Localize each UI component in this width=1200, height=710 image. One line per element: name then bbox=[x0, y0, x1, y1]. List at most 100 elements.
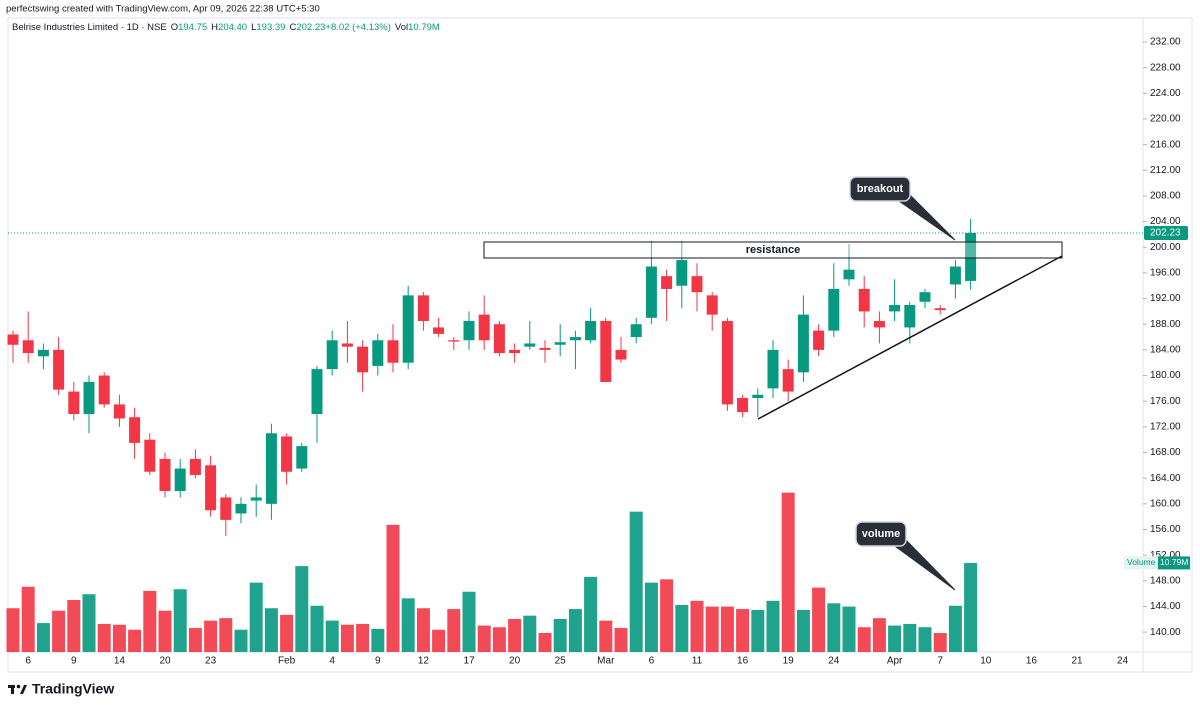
x-tick-label: 14 bbox=[114, 656, 126, 667]
y-tick-label: 216.00 bbox=[1150, 139, 1181, 150]
candle-body bbox=[813, 330, 825, 350]
candle-body bbox=[843, 269, 855, 280]
y-tick-label: 164.00 bbox=[1150, 473, 1181, 484]
x-tick-label: 6 bbox=[25, 656, 31, 667]
legend-label: H bbox=[211, 22, 218, 33]
legend-value: 10.79M bbox=[408, 22, 440, 33]
y-tick-label: 224.00 bbox=[1150, 88, 1181, 99]
volume-bar bbox=[690, 600, 704, 652]
y-tick-label: 204.00 bbox=[1150, 216, 1181, 227]
volume-bar bbox=[21, 586, 35, 652]
x-tick-label: 23 bbox=[205, 656, 217, 667]
candle-body bbox=[661, 276, 673, 289]
volume-bar bbox=[644, 582, 658, 652]
x-tick-label: 4 bbox=[329, 656, 335, 667]
candle-body bbox=[357, 346, 369, 373]
candle-body bbox=[767, 349, 779, 389]
x-tick-label: 19 bbox=[783, 656, 795, 667]
candle-body bbox=[402, 295, 414, 363]
candle-body bbox=[721, 321, 733, 405]
candle-body bbox=[782, 369, 794, 392]
candle-body bbox=[144, 439, 156, 472]
breakout-callout bbox=[849, 176, 911, 202]
volume-bar bbox=[857, 627, 871, 652]
logo-part bbox=[20, 685, 27, 694]
volume-bar bbox=[128, 629, 142, 652]
logo-part bbox=[11, 685, 14, 694]
candle-body bbox=[265, 433, 277, 504]
volume-bar bbox=[812, 587, 826, 652]
candle-body bbox=[691, 276, 703, 293]
volume-callout bbox=[855, 521, 907, 547]
y-tick-label: 212.00 bbox=[1150, 165, 1181, 176]
logo-part bbox=[16, 684, 21, 689]
volume-bar bbox=[280, 614, 294, 652]
x-tick-label: 21 bbox=[1071, 656, 1083, 667]
x-tick-label: 7 bbox=[937, 656, 943, 667]
candle-body bbox=[493, 324, 505, 354]
x-tick-label: 20 bbox=[159, 656, 171, 667]
volume-bar bbox=[401, 598, 415, 652]
volume-bar bbox=[599, 620, 613, 652]
candle-body bbox=[174, 468, 186, 491]
y-tick-label: 228.00 bbox=[1150, 62, 1181, 73]
candle-body bbox=[706, 295, 718, 315]
volume-tag-value: 10.79M bbox=[1160, 557, 1188, 567]
legend-label: C bbox=[289, 22, 296, 33]
candle-body bbox=[873, 321, 885, 328]
x-tick-label: 24 bbox=[1117, 656, 1129, 667]
candle-body bbox=[676, 260, 688, 286]
candle-body bbox=[250, 497, 262, 501]
volume-label: volume bbox=[862, 528, 901, 540]
legend-label: O bbox=[171, 22, 178, 33]
resistance-label: resistance bbox=[746, 244, 800, 256]
volume-bar bbox=[386, 524, 400, 652]
volume-bar bbox=[751, 609, 765, 652]
volume-bar bbox=[432, 629, 446, 652]
volume-bar bbox=[796, 609, 810, 652]
volume-bar bbox=[918, 627, 932, 652]
volume-bar bbox=[629, 511, 643, 652]
credit: perfectswing created with TradingView.co… bbox=[6, 4, 320, 15]
volume-bar bbox=[766, 600, 780, 652]
trend-line bbox=[757, 255, 1063, 420]
volume-bar bbox=[264, 608, 278, 652]
y-tick-label: 192.00 bbox=[1150, 293, 1181, 304]
volume-bar bbox=[416, 608, 430, 652]
volume-bar bbox=[781, 492, 795, 652]
x-tick-label: 9 bbox=[71, 656, 77, 667]
y-tick-label: 176.00 bbox=[1150, 396, 1181, 407]
footer-logo: TradingView bbox=[8, 681, 114, 697]
y-tick-label: 220.00 bbox=[1150, 114, 1181, 125]
volume-bar bbox=[523, 615, 537, 652]
volume-bar bbox=[948, 605, 962, 652]
legend: Belrise Industries Limited · 1D · NSE O19… bbox=[12, 22, 440, 33]
volume-bar bbox=[52, 610, 66, 652]
y-tick-label: 152.00 bbox=[1150, 550, 1181, 561]
y-tick-label: 188.00 bbox=[1150, 319, 1181, 330]
symbol: Belrise Industries Limited · 1D · NSE bbox=[12, 22, 167, 33]
candle-body bbox=[53, 349, 65, 390]
volume-bar bbox=[508, 618, 522, 652]
legend-value: 204.40 bbox=[218, 22, 247, 33]
x-tick-label: 12 bbox=[418, 656, 430, 667]
volume-bar bbox=[827, 603, 841, 652]
legend-label: Vol bbox=[395, 22, 408, 33]
candle-body bbox=[554, 342, 566, 345]
volume-bar bbox=[447, 609, 461, 652]
volume-bar bbox=[340, 624, 354, 652]
candle-body bbox=[98, 375, 110, 405]
volume-bar bbox=[675, 604, 689, 652]
legend-value: 202.23 bbox=[296, 22, 325, 33]
y-tick-label: 148.00 bbox=[1150, 575, 1181, 586]
last-price-label: 202.23 bbox=[1150, 228, 1181, 239]
candle-body bbox=[630, 324, 642, 338]
candle-body bbox=[919, 292, 931, 302]
candle-body bbox=[858, 288, 870, 312]
volume-bar bbox=[492, 627, 506, 652]
y-tick-label: 184.00 bbox=[1150, 345, 1181, 356]
volume-bar bbox=[310, 605, 324, 652]
candle-body bbox=[68, 391, 80, 415]
candle-body bbox=[585, 321, 597, 341]
